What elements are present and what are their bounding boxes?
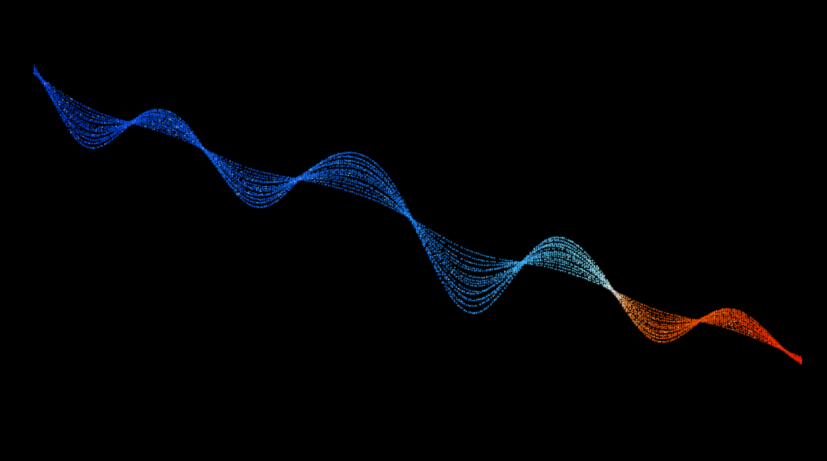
sine-wave-bundle-canvas — [0, 0, 827, 461]
wave-art-figure — [0, 0, 827, 461]
